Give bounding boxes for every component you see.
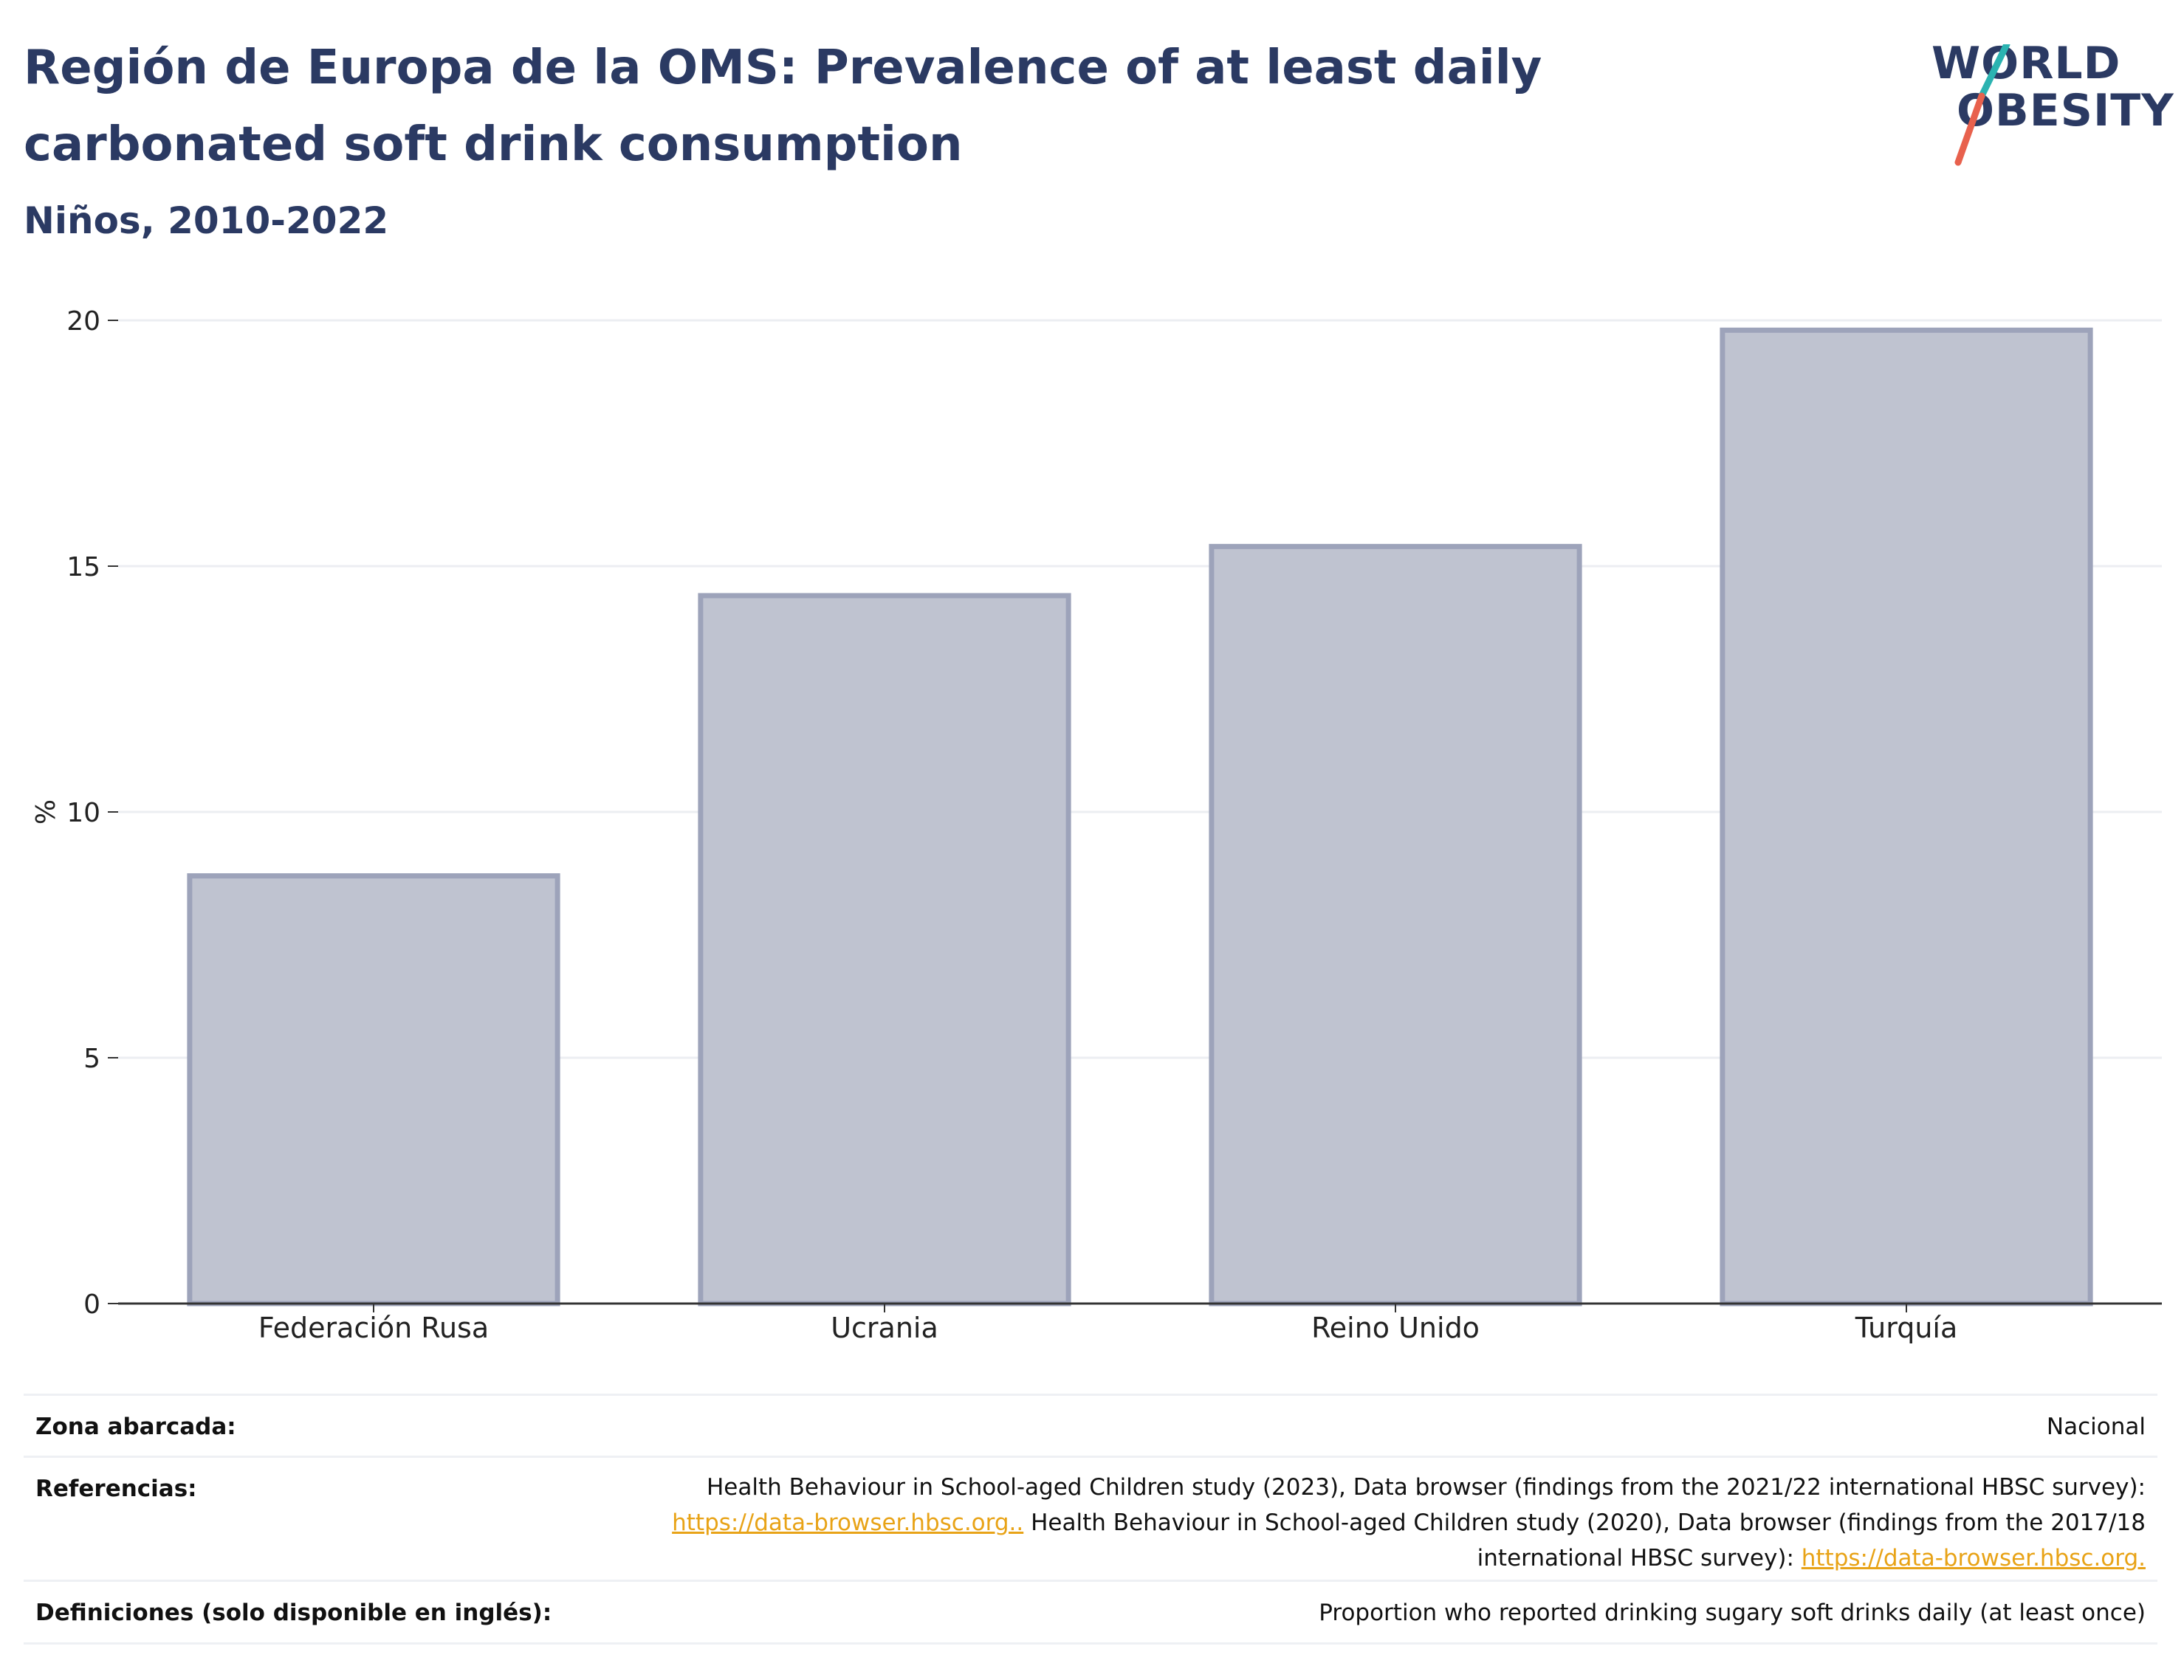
- chart-subtitle: Niños, 2010-2022: [24, 199, 389, 242]
- logo-slash-icon: [1954, 44, 2010, 166]
- reference-link-1[interactable]: https://data-browser.hbsc.org..: [672, 1509, 1024, 1536]
- referencias-line-3-text: international HBSC survey):: [1477, 1545, 1802, 1571]
- footer-row-definiciones: Definiciones (solo disponible en inglés)…: [24, 1580, 2157, 1645]
- x-tick-label: Federación Rusa: [258, 1312, 489, 1344]
- referencias-value: Health Behaviour in School-aged Children…: [521, 1470, 2146, 1576]
- y-tick-label: 10: [66, 798, 100, 828]
- referencias-line-1: Health Behaviour in School-aged Children…: [707, 1474, 2146, 1501]
- footer-row-referencias: Referencias: Health Behaviour in School-…: [24, 1456, 2157, 1582]
- y-tick-label: 20: [66, 306, 100, 337]
- x-tick-label: Turquía: [1855, 1312, 1958, 1344]
- x-tick-label: Reino Unido: [1311, 1312, 1480, 1344]
- y-tick-label: 15: [66, 552, 100, 582]
- definiciones-value: Proportion who reported drinking sugary …: [1319, 1600, 2146, 1626]
- bar-chart: 0 5 10 15 20 Federación Rusa Ucrania Reino Unid…: [31, 306, 2162, 1344]
- bar-3[interactable]: [1209, 543, 1582, 1307]
- footer-row-zona: Zona abarcada: Nacional: [24, 1394, 2157, 1456]
- referencias-line-3: international HBSC survey): https://data…: [521, 1540, 2146, 1576]
- axes: 0 5 10 15 20 Federación Rusa Ucrania Reino Unid…: [66, 306, 2162, 1344]
- zona-label: Zona abarcada:: [35, 1414, 236, 1440]
- referencias-line-2: https://data-browser.hbsc.org.. Health B…: [521, 1505, 2146, 1540]
- bar-2[interactable]: [698, 593, 1071, 1307]
- zona-value: Nacional: [2046, 1414, 2146, 1440]
- bar-4[interactable]: [1720, 327, 2093, 1307]
- referencias-line-2-text: Health Behaviour in School-aged Children…: [1023, 1509, 2146, 1536]
- x-tick-label: Ucrania: [831, 1312, 938, 1344]
- reference-link-2[interactable]: https://data-browser.hbsc.org.: [1801, 1545, 2146, 1571]
- world-obesity-logo: WORLD OBESITY: [1927, 30, 2174, 166]
- chart-title: Región de Europa de la OMS: Prevalence o…: [24, 41, 1542, 172]
- logo-line-2: OBESITY: [1957, 85, 2174, 137]
- logo-line-1: WORLD: [1931, 38, 2121, 89]
- bar-1[interactable]: [187, 873, 560, 1307]
- y-tick-label: 5: [83, 1044, 100, 1074]
- definiciones-label: Definiciones (solo disponible en inglés)…: [35, 1600, 552, 1626]
- bars: [187, 327, 2093, 1307]
- y-tick-label: 0: [83, 1290, 100, 1320]
- referencias-label: Referencias:: [35, 1476, 197, 1502]
- y-axis-label: %: [31, 799, 61, 824]
